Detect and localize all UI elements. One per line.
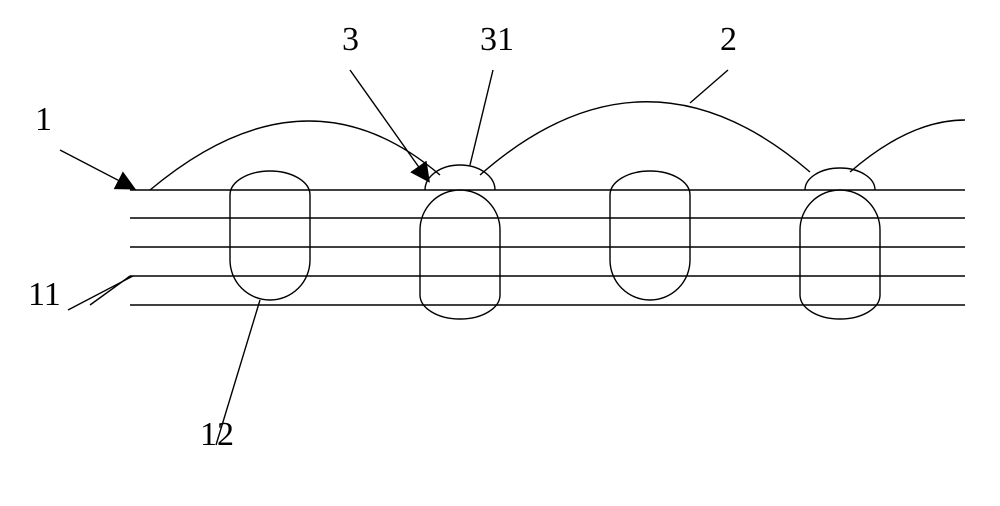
leader-l3	[350, 70, 428, 180]
label-l2: 2	[720, 21, 737, 59]
wave-seg-2	[850, 120, 965, 172]
slot-3	[800, 190, 880, 319]
label-l11: 11	[28, 276, 61, 314]
leader-l2	[690, 70, 728, 103]
slot-1	[420, 190, 500, 319]
wave-seg-0	[150, 121, 440, 190]
label-l12: 12	[200, 416, 234, 454]
wave-seg-1	[480, 102, 810, 175]
leader-l11	[68, 276, 133, 310]
label-l1: 1	[35, 101, 52, 139]
leader-l1	[60, 150, 133, 188]
label-l31: 31	[480, 21, 514, 59]
bump-0	[425, 165, 495, 190]
technical-diagram	[0, 0, 1000, 506]
bump-1	[805, 168, 875, 190]
leader-l31	[470, 70, 493, 165]
label-l3: 3	[342, 21, 359, 59]
